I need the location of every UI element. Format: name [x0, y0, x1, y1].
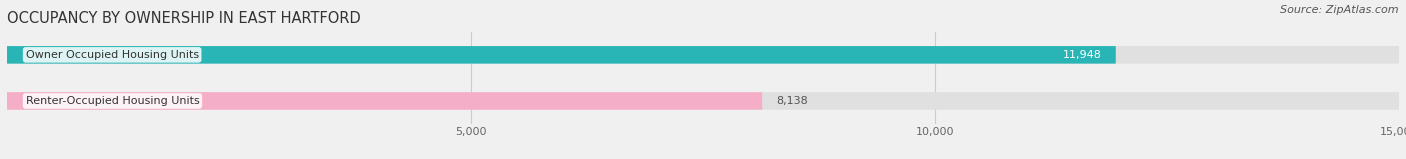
Text: Source: ZipAtlas.com: Source: ZipAtlas.com	[1281, 5, 1399, 15]
FancyBboxPatch shape	[7, 92, 762, 110]
Text: 11,948: 11,948	[1063, 50, 1102, 60]
Text: Owner Occupied Housing Units: Owner Occupied Housing Units	[25, 50, 198, 60]
Text: OCCUPANCY BY OWNERSHIP IN EAST HARTFORD: OCCUPANCY BY OWNERSHIP IN EAST HARTFORD	[7, 11, 361, 26]
FancyBboxPatch shape	[7, 92, 1399, 110]
FancyBboxPatch shape	[7, 46, 1399, 64]
FancyBboxPatch shape	[7, 46, 1116, 64]
Text: Renter-Occupied Housing Units: Renter-Occupied Housing Units	[25, 96, 200, 106]
Text: 8,138: 8,138	[776, 96, 808, 106]
